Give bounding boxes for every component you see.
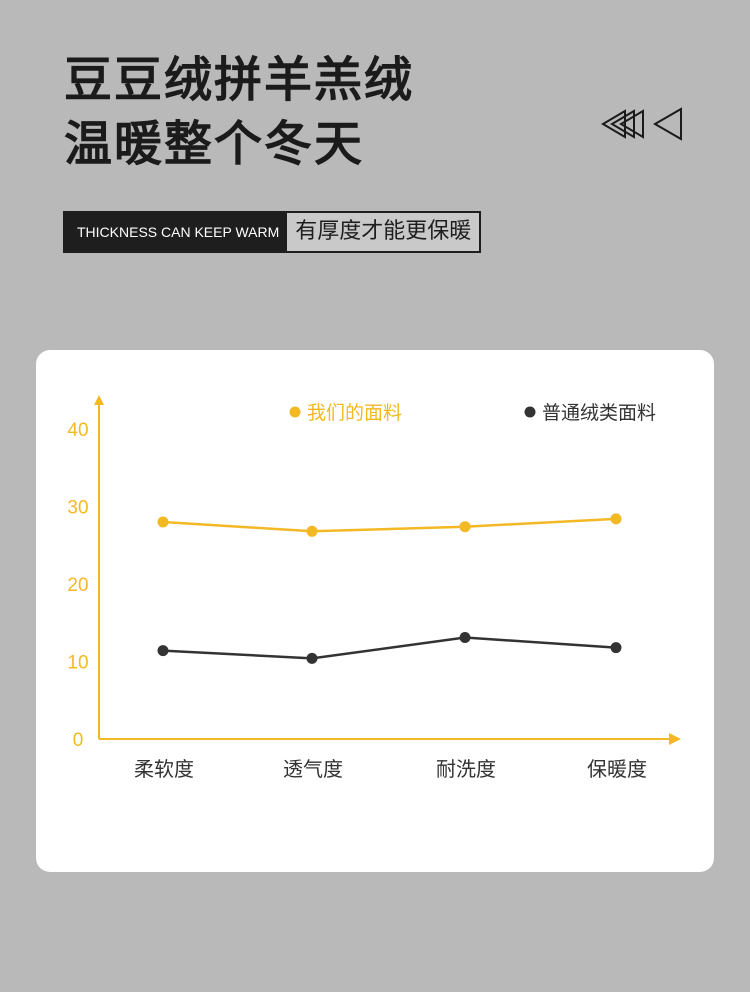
chart-series — [157, 513, 622, 664]
y-tick-label: 20 — [67, 575, 88, 596]
y-tick-labels: 0 10 20 30 40 — [67, 420, 88, 751]
y-tick-label: 10 — [67, 653, 88, 674]
headline-line-2: 温暖整个冬天 — [64, 116, 365, 172]
x-category-label: 柔软度 — [134, 757, 194, 781]
data-point — [459, 632, 471, 643]
y-tick-label: 40 — [67, 420, 88, 441]
chart-axes — [94, 395, 681, 745]
legend-label: 普通绒类面料 — [542, 402, 656, 424]
data-point — [610, 642, 622, 654]
legend-marker — [524, 406, 536, 418]
legend-marker — [289, 406, 301, 418]
x-axis-arrow — [669, 733, 681, 745]
x-category-label: 透气度 — [283, 757, 343, 781]
headline-line-1: 豆豆绒拼羊羔绒 — [64, 52, 415, 108]
data-point — [459, 521, 471, 533]
x-category-label: 耐洗度 — [436, 757, 496, 781]
legend-label: 我们的面料 — [307, 402, 402, 424]
series-line — [162, 517, 617, 533]
data-point — [157, 516, 169, 528]
data-point — [306, 652, 318, 664]
headline: 豆豆绒拼羊羔绒 温暖整个冬天 — [64, 48, 414, 176]
data-point — [157, 645, 169, 657]
y-tick-label: 30 — [67, 498, 88, 519]
data-point — [306, 525, 318, 537]
chart-card: 0 10 20 30 40 柔软度 透气度 耐洗度 保暖度 我们的面料 普通绒类面料 — [36, 350, 714, 872]
data-point — [610, 513, 622, 525]
tagline-english: THICKNESS CAN KEEP WARM — [65, 213, 288, 251]
y-axis-arrow — [94, 395, 104, 405]
tagline: THICKNESS CAN KEEP WARM 有厚度才能更保暖 — [63, 211, 482, 253]
rewind-arrows-icon — [601, 107, 682, 141]
tagline-chinese: 有厚度才能更保暖 — [287, 213, 480, 251]
chart-legend: 我们的面料 普通绒类面料 — [289, 402, 656, 424]
series-line — [162, 636, 617, 660]
line-chart: 0 10 20 30 40 柔软度 透气度 耐洗度 保暖度 我们的面料 普通绒类面料 — [67, 395, 681, 781]
x-category-label: 保暖度 — [587, 757, 647, 781]
y-tick-label: 0 — [73, 730, 84, 751]
x-category-labels: 柔软度 透气度 耐洗度 保暖度 — [134, 757, 647, 781]
